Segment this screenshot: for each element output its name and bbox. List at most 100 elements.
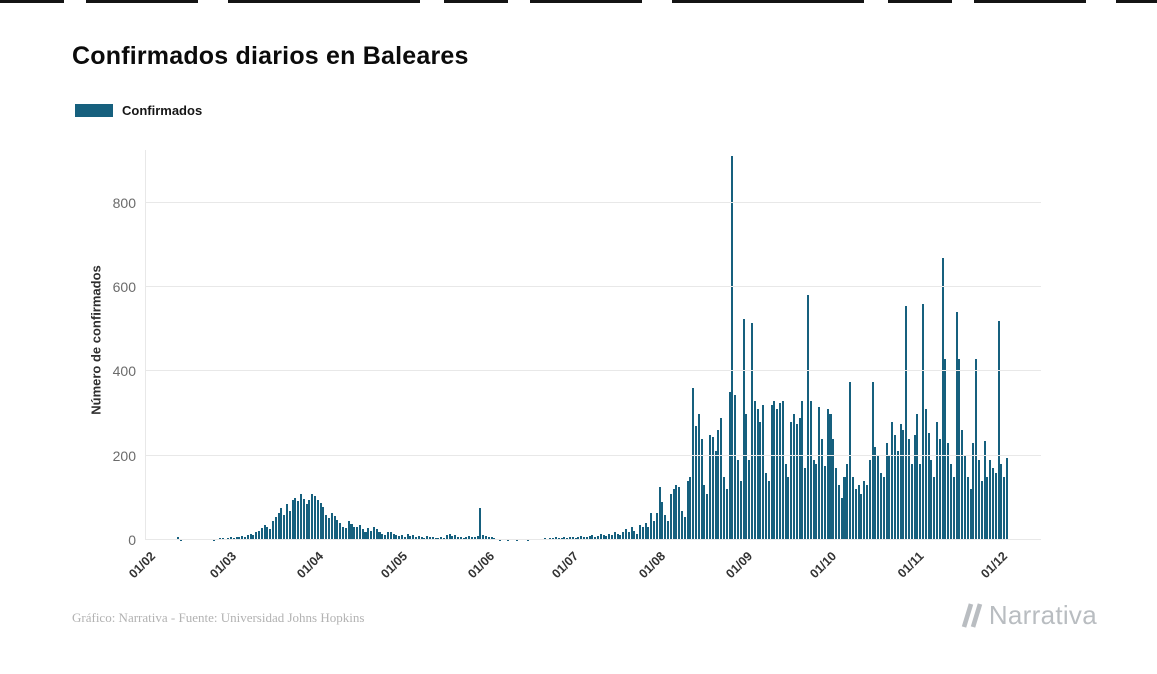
bar[interactable] (358, 525, 361, 540)
bar[interactable] (821, 438, 824, 540)
bar[interactable] (639, 525, 642, 540)
bar[interactable] (695, 426, 698, 540)
bar[interactable] (274, 516, 277, 540)
bar[interactable] (798, 417, 801, 540)
bar[interactable] (484, 535, 487, 540)
bar[interactable] (739, 480, 742, 540)
bar[interactable] (728, 392, 731, 540)
bar[interactable] (748, 459, 751, 540)
bar[interactable] (454, 534, 457, 540)
bar[interactable] (417, 535, 420, 540)
bar[interactable] (277, 512, 280, 540)
bar[interactable] (669, 493, 672, 540)
bar[interactable] (779, 402, 782, 540)
bar[interactable] (762, 405, 765, 540)
bar[interactable] (658, 487, 661, 540)
bar[interactable] (319, 502, 322, 540)
bar[interactable] (566, 537, 569, 540)
bar[interactable] (582, 536, 585, 540)
bar[interactable] (557, 537, 560, 540)
bar[interactable] (333, 515, 336, 540)
bar[interactable] (246, 534, 249, 540)
bar[interactable] (263, 525, 266, 540)
bar[interactable] (955, 312, 958, 540)
bar[interactable] (711, 436, 714, 540)
bar[interactable] (378, 531, 381, 540)
bar[interactable] (913, 434, 916, 540)
bar[interactable] (610, 534, 613, 540)
bar[interactable] (938, 438, 941, 540)
bar[interactable] (297, 501, 300, 540)
bar[interactable] (896, 451, 899, 540)
bar[interactable] (686, 480, 689, 540)
bar[interactable] (627, 532, 630, 540)
bar[interactable] (398, 535, 401, 540)
bar[interactable] (700, 438, 703, 540)
bar[interactable] (314, 495, 317, 540)
bar[interactable] (288, 510, 291, 540)
bar[interactable] (731, 156, 734, 540)
bar[interactable] (882, 476, 885, 540)
bar[interactable] (462, 537, 465, 540)
bar[interactable] (989, 459, 992, 540)
bar[interactable] (232, 537, 235, 540)
bar[interactable] (364, 531, 367, 540)
bar[interactable] (381, 534, 384, 540)
bar[interactable] (221, 537, 224, 540)
bar[interactable] (907, 438, 910, 540)
bar[interactable] (347, 521, 350, 540)
bar[interactable] (633, 530, 636, 540)
bar[interactable] (804, 468, 807, 540)
bar[interactable] (857, 485, 860, 540)
bar[interactable] (594, 536, 597, 540)
bar[interactable] (742, 318, 745, 540)
bar[interactable] (571, 537, 574, 540)
bar[interactable] (927, 432, 930, 540)
bar[interactable] (846, 464, 849, 540)
bar[interactable] (980, 480, 983, 540)
bar[interactable] (596, 535, 599, 540)
bar[interactable] (328, 518, 331, 540)
bar[interactable] (991, 468, 994, 540)
bar[interactable] (476, 535, 479, 540)
bar[interactable] (599, 534, 602, 540)
bar[interactable] (888, 455, 891, 540)
bar[interactable] (865, 485, 868, 540)
bar[interactable] (753, 400, 756, 540)
bar[interactable] (843, 476, 846, 540)
bar[interactable] (456, 536, 459, 540)
bar[interactable] (891, 421, 894, 540)
bar[interactable] (756, 409, 759, 540)
bar[interactable] (879, 472, 882, 540)
bar[interactable] (930, 459, 933, 540)
bar[interactable] (269, 529, 272, 540)
bar[interactable] (899, 424, 902, 540)
bar[interactable] (291, 499, 294, 540)
bar[interactable] (490, 537, 493, 540)
bar[interactable] (807, 295, 810, 540)
bar[interactable] (442, 537, 445, 540)
bar[interactable] (412, 534, 415, 540)
bar[interactable] (423, 537, 426, 540)
bar[interactable] (235, 536, 238, 540)
bar[interactable] (871, 381, 874, 540)
bar[interactable] (963, 455, 966, 540)
bar[interactable] (605, 535, 608, 540)
bar[interactable] (392, 534, 395, 540)
bar[interactable] (902, 430, 905, 540)
narrativa-logo[interactable]: Narrativa (960, 600, 1097, 631)
bar[interactable] (916, 413, 919, 540)
bar[interactable] (818, 407, 821, 540)
bar[interactable] (958, 358, 961, 540)
bar[interactable] (286, 504, 289, 540)
bar[interactable] (734, 394, 737, 540)
bar[interactable] (459, 537, 462, 540)
bar[interactable] (300, 494, 303, 540)
bar[interactable] (361, 529, 364, 540)
bar[interactable] (249, 533, 252, 540)
bar[interactable] (832, 438, 835, 540)
bar[interactable] (470, 537, 473, 540)
bar[interactable] (630, 527, 633, 540)
bar[interactable] (737, 459, 740, 540)
bar[interactable] (568, 536, 571, 540)
